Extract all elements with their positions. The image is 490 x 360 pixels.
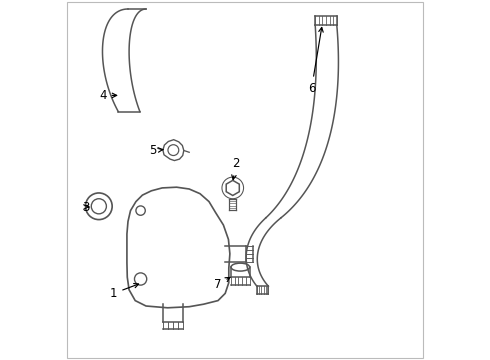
- Text: 1: 1: [110, 284, 139, 300]
- Text: 7: 7: [214, 278, 230, 291]
- Text: 2: 2: [232, 157, 240, 180]
- Text: 6: 6: [308, 27, 323, 95]
- Text: 5: 5: [149, 144, 163, 157]
- Text: 4: 4: [99, 89, 117, 102]
- Text: 3: 3: [82, 201, 90, 213]
